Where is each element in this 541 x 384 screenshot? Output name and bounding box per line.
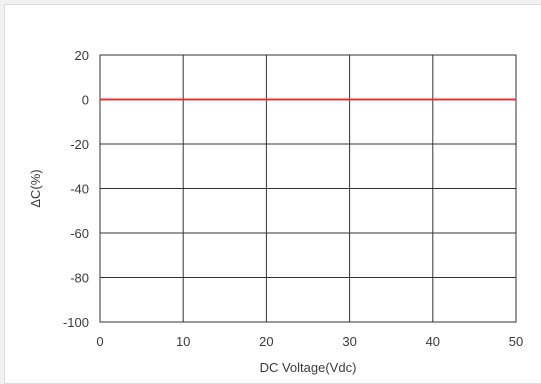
x-tick-labels: 0 10 20 30 40 50: [96, 334, 523, 349]
x-tick-label: 20: [259, 334, 273, 349]
chart-panel: [4, 4, 541, 384]
y-tick-label: 20: [75, 48, 89, 63]
y-tick-label: -20: [70, 137, 89, 152]
y-tick-label: -40: [70, 182, 89, 197]
x-tick-label: 40: [426, 334, 440, 349]
y-axis-label: ΔC(%): [28, 169, 43, 207]
y-tick-label: 0: [82, 93, 89, 108]
x-axis-label: DC Voltage(Vdc): [260, 360, 357, 375]
y-tick-label: -100: [63, 315, 89, 330]
grid-lines: [99, 54, 517, 323]
x-tick-label: 30: [342, 334, 356, 349]
plot-frame: [99, 54, 517, 323]
y-tick-labels: 20 0 -20 -40 -60 -80 -100: [63, 48, 89, 330]
x-tick-label: 0: [96, 334, 103, 349]
y-tick-label: -60: [70, 226, 89, 241]
x-tick-label: 50: [509, 334, 523, 349]
x-tick-label: 10: [176, 334, 190, 349]
y-tick-label: -80: [70, 271, 89, 286]
